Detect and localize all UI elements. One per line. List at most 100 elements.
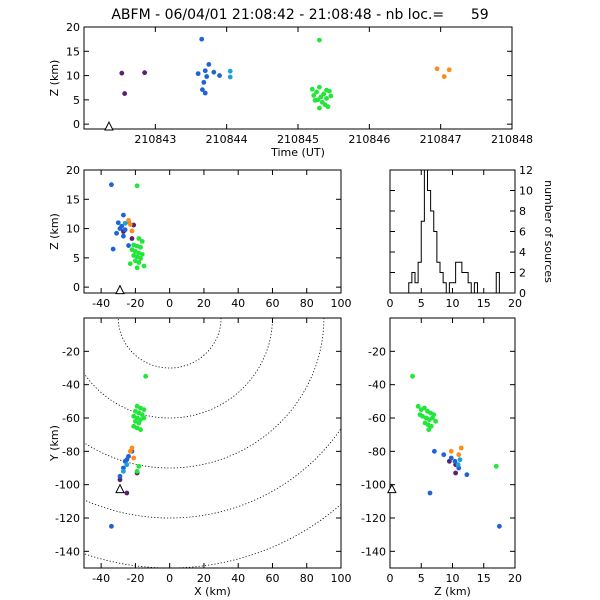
source-point-green	[141, 263, 147, 269]
x-tick-label: 80	[300, 572, 314, 585]
source-point-blue	[126, 243, 131, 248]
source-point-cyan	[227, 74, 233, 80]
y-tick-label: 20	[66, 164, 80, 177]
source-point-green	[138, 244, 143, 250]
x-tick-label: 210843	[134, 133, 176, 146]
y-tick-label: 0	[519, 287, 526, 300]
source-point-blue	[200, 87, 205, 93]
x-axis-label: Time (UT)	[270, 146, 325, 159]
y-tick-label: 10	[519, 185, 533, 198]
x-axis-label: X (km)	[194, 585, 231, 598]
source-point-green	[326, 88, 332, 94]
source-point-purple	[453, 470, 459, 476]
source-point-green	[433, 418, 439, 424]
source-point-green	[410, 373, 415, 379]
source-point-green	[421, 405, 427, 411]
y-tick-label: -100	[55, 479, 80, 492]
source-point-green	[136, 420, 142, 426]
source-point-orange	[131, 455, 137, 461]
x-tick-label: 0	[166, 572, 173, 585]
y-tick-label: 10	[66, 70, 80, 83]
source-point-blue	[431, 448, 437, 454]
station-triangle-marker	[115, 284, 125, 295]
source-point-cyan	[227, 68, 233, 74]
y-tick-label: 15	[66, 45, 80, 58]
source-point-cyan	[457, 457, 463, 463]
y-tick-label: 10	[66, 223, 80, 236]
plot-frame	[83, 26, 513, 130]
source-point-blue	[126, 453, 131, 459]
x-tick-label: 100	[331, 297, 352, 310]
source-point-green	[136, 236, 142, 241]
source-point-blue	[441, 452, 447, 458]
source-point-green	[417, 412, 423, 418]
panel-xz: -40 -20 0 20 40 60 80 100 0 5 10 15 20 Z (km)	[48, 164, 352, 310]
y-tick-label: 4	[519, 246, 526, 259]
x-axis-label: Z (km)	[434, 585, 471, 598]
x-tick-label: 0	[387, 572, 394, 585]
source-point-green	[141, 415, 147, 421]
y-axis-label: Z (km)	[48, 213, 61, 250]
source-point-blue	[206, 62, 212, 67]
source-point-green	[317, 105, 322, 111]
source-point-blue	[452, 458, 458, 464]
y-tick-label: 15	[66, 193, 80, 206]
source-point-green	[134, 468, 140, 474]
source-point-orange	[129, 228, 135, 234]
source-point-orange	[126, 217, 131, 223]
source-point-green	[311, 93, 317, 98]
source-point-cyan	[455, 462, 461, 468]
histogram-bars	[390, 169, 515, 294]
source-point-purple	[124, 490, 130, 496]
source-point-blue	[121, 233, 126, 239]
station-triangle-marker	[115, 483, 125, 494]
x-tick-label: 210847	[420, 133, 462, 146]
source-point-green	[312, 97, 318, 103]
source-point-green	[314, 89, 319, 95]
x-tick-label: 5	[418, 297, 425, 310]
y-axis-label: number of sources	[542, 180, 555, 283]
x-tick-label: -40	[92, 297, 110, 310]
source-point-green	[141, 407, 147, 413]
source-point-orange	[458, 445, 464, 451]
source-point-green	[138, 427, 143, 433]
y-tick-label: -100	[361, 479, 386, 492]
source-point-orange	[446, 67, 452, 73]
x-tick-label: 210845	[277, 133, 319, 146]
x-tick-label: 20	[508, 297, 522, 310]
panel-xy: -40 -20 0 20 40 60 80 100 -140 -120 -100 -80 -60 -40 -…	[48, 317, 352, 598]
source-point-orange	[127, 448, 133, 454]
y-axis-label: Z (km)	[48, 60, 61, 97]
y-tick-label: 2	[519, 267, 526, 280]
source-point-blue	[109, 523, 114, 529]
source-point-purple	[129, 236, 135, 241]
source-point-blue	[115, 220, 121, 226]
x-tick-label: 15	[477, 572, 491, 585]
panel-zy: 0 5 10 15 20 -140 -120 -100 -80 -60 -40 -20 Z (km)	[361, 317, 522, 598]
source-point-blue	[201, 79, 207, 85]
x-tick-label: 10	[446, 297, 460, 310]
y-tick-label: 6	[519, 226, 526, 239]
source-point-green	[317, 84, 322, 90]
x-tick-label: 0	[166, 297, 173, 310]
source-point-blue	[117, 226, 123, 231]
source-point-blue	[217, 73, 222, 78]
source-point-orange	[434, 66, 440, 72]
y-tick-label: -20	[62, 345, 80, 358]
source-point-blue	[114, 230, 119, 236]
source-point-blue	[121, 212, 126, 218]
source-point-green	[426, 427, 432, 433]
plot-frame	[83, 169, 342, 294]
source-point-blue	[199, 36, 205, 42]
source-point-green	[127, 261, 133, 267]
source-point-green	[138, 256, 143, 261]
x-tick-label: 20	[197, 297, 211, 310]
panel-time: 210843 210844 210845 210846 210847 210848 0 5 10…	[48, 21, 533, 159]
source-point-blue	[202, 68, 208, 74]
x-tick-label: 60	[265, 572, 279, 585]
y-tick-label: -140	[361, 545, 386, 558]
source-point-blue	[122, 227, 128, 233]
y-tick-label: 12	[519, 164, 533, 177]
x-tick-label: 40	[231, 572, 245, 585]
source-point-green	[430, 415, 435, 421]
